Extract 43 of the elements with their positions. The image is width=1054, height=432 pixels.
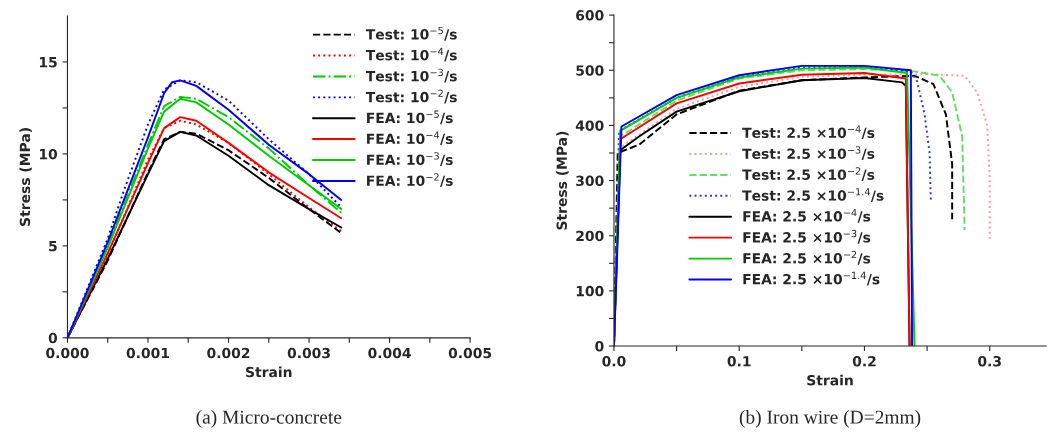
y-tick-label: 600 xyxy=(576,10,604,21)
x-tick-label: 0.2 xyxy=(852,356,876,367)
legend-label: FEA: 10$^{−5}$/s xyxy=(367,110,453,125)
x-axis-title: Strain xyxy=(246,366,292,378)
legend-label: FEA: 2.5 ×10$^{−4}$/s xyxy=(743,209,871,223)
x-tick-label: 0.002 xyxy=(207,347,250,359)
y-tick-label: 400 xyxy=(575,120,604,131)
x-axis-title: Strain xyxy=(807,374,853,386)
y-axis-title: Stress (MPa) xyxy=(19,128,32,226)
legend-label: Test: 2.5 ×10$^{−2}$/s xyxy=(742,167,875,182)
legend-label: Test: 10$^{−3}$/s xyxy=(365,68,457,83)
y-tick-label: 500 xyxy=(576,65,604,76)
legend-label: FEA: 10$^{−2}$/s xyxy=(367,173,453,188)
y-axis-title: Stress (MPa) xyxy=(556,131,569,230)
x-tick-label: 0.005 xyxy=(448,347,492,359)
legend-label: Test: 10$^{−2}$/s xyxy=(365,89,457,104)
y-tick-label: 5 xyxy=(49,241,57,252)
legend-label: FEA: 2.5 ×10$^{−2}$/s xyxy=(743,250,871,265)
legend-label: FEA: 2.5 ×10$^{−3}$/s xyxy=(743,229,871,244)
legend-label: FEA: 10$^{−3}$/s xyxy=(367,152,453,167)
legend-label: Test: 2.5 ×10$^{−1.4}$/s xyxy=(742,188,884,202)
x-tick-label: 0.003 xyxy=(287,347,330,359)
x-tick-label: 0.004 xyxy=(368,347,411,359)
y-tick-label: 200 xyxy=(576,230,604,242)
x-tick-label: 0.0 xyxy=(602,356,626,367)
legend-label: Test: 2.5 ×10$^{−4}$/s xyxy=(742,125,875,140)
legend-label: FEA: 2.5 ×10$^{−1.4}$/s xyxy=(743,271,880,286)
x-tick-label: 0.1 xyxy=(727,356,751,367)
y-tick-label: 0 xyxy=(595,341,604,352)
x-tick-label: 0.000 xyxy=(46,347,89,359)
x-tick-label: 0.3 xyxy=(978,356,1001,367)
legend-label: FEA: 10$^{−4}$/s xyxy=(367,131,453,146)
legend-label: Test: 2.5 ×10$^{−3}$/s xyxy=(742,146,875,161)
y-tick-label: 300 xyxy=(576,175,604,187)
y-tick-label: 0 xyxy=(48,332,58,344)
y-tick-label: 100 xyxy=(576,285,604,297)
text: (a) Micro-concrete xyxy=(196,410,342,428)
legend-label: Test: 10$^{−5}$/s xyxy=(365,26,457,41)
text: (b) Iron wire (D=2mm) xyxy=(739,410,921,428)
y-tick-label: 15 xyxy=(39,57,57,68)
x-tick-label: 0.001 xyxy=(126,347,169,359)
legend-label: Test: 10$^{−4}$/s xyxy=(365,47,457,62)
y-tick-label: 10 xyxy=(39,148,58,160)
